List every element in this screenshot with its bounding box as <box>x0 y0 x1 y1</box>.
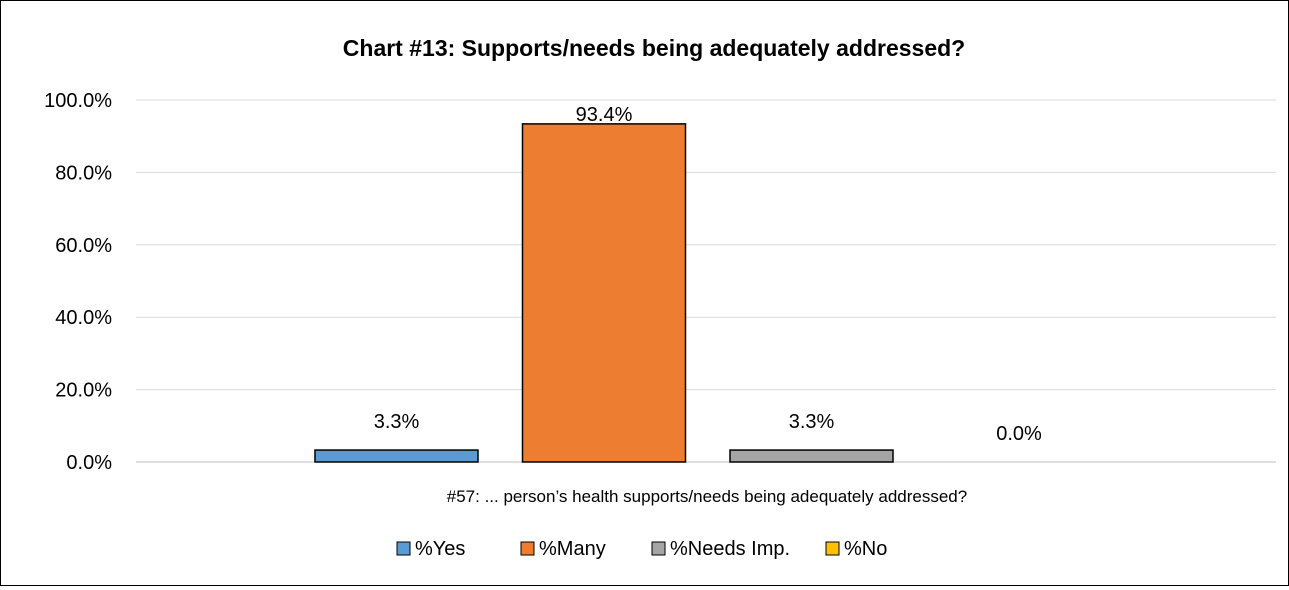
y-tick-label: 60.0% <box>55 235 112 257</box>
legend-label: %Needs Imp. <box>670 538 790 560</box>
y-tick-label: 0.0% <box>66 452 112 474</box>
data-label: 3.3% <box>789 411 835 433</box>
y-tick-label: 20.0% <box>55 380 112 402</box>
legend-label: %Yes <box>415 538 465 560</box>
grid-lines <box>136 99 1276 463</box>
bars <box>314 123 894 463</box>
data-label: 0.0% <box>996 423 1042 445</box>
chart-title: Chart #13: Supports/needs being adequate… <box>343 35 965 61</box>
bar-1 <box>521 123 687 463</box>
data-labels: 3.3% 93.4% 3.3% 0.0% <box>374 104 1042 445</box>
legend-label: %No <box>844 538 887 560</box>
bar-2 <box>729 449 894 463</box>
data-label: 3.3% <box>374 411 420 433</box>
y-tick-label: 40.0% <box>55 307 112 329</box>
y-tick-label: 80.0% <box>55 162 112 184</box>
legend-label: %Many <box>539 538 606 560</box>
legend-swatch <box>825 541 840 556</box>
data-label: 93.4% <box>576 104 633 126</box>
legend: %Yes %Many %Needs Imp. %No <box>396 538 887 560</box>
legend-swatch <box>396 541 411 556</box>
legend-swatch <box>651 541 666 556</box>
legend-swatch <box>520 541 535 556</box>
y-tick-label: 100.0% <box>44 90 112 112</box>
x-category-label: #57: ... person’s health supports/needs … <box>447 487 967 506</box>
y-axis: 0.0% 20.0% 40.0% 60.0% 80.0% 100.0% <box>44 90 112 474</box>
bar-0 <box>314 449 479 463</box>
